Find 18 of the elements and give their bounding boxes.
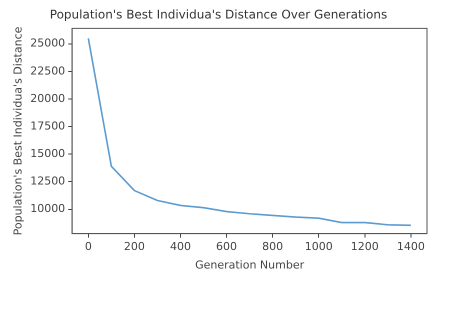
x-tick-label: 400 (170, 240, 191, 254)
y-tick-label: 25000 (30, 36, 66, 50)
y-axis-title: Population's Best Individua's Distance (11, 26, 24, 236)
y-tick-label: 10000 (30, 202, 66, 216)
x-tick-label: 1400 (396, 240, 425, 254)
chart-title: Population's Best Individua's Distance Over Generations (50, 7, 388, 22)
x-tick-label: 0 (84, 240, 92, 254)
x-tick-label: 800 (262, 240, 284, 254)
y-tick-label: 12500 (30, 174, 66, 188)
x-tick-label: 1200 (350, 240, 379, 254)
x-tick-label: 200 (124, 240, 145, 254)
y-tick-label: 20000 (30, 92, 66, 105)
x-axis-title: Generation Number (195, 258, 305, 272)
y-tick-label: 22500 (30, 64, 66, 78)
y-tick-label: 15000 (30, 147, 66, 160)
y-tick-label: 17500 (30, 119, 66, 132)
x-tick-label: 600 (216, 240, 238, 254)
x-tick-label: 1000 (304, 240, 333, 254)
